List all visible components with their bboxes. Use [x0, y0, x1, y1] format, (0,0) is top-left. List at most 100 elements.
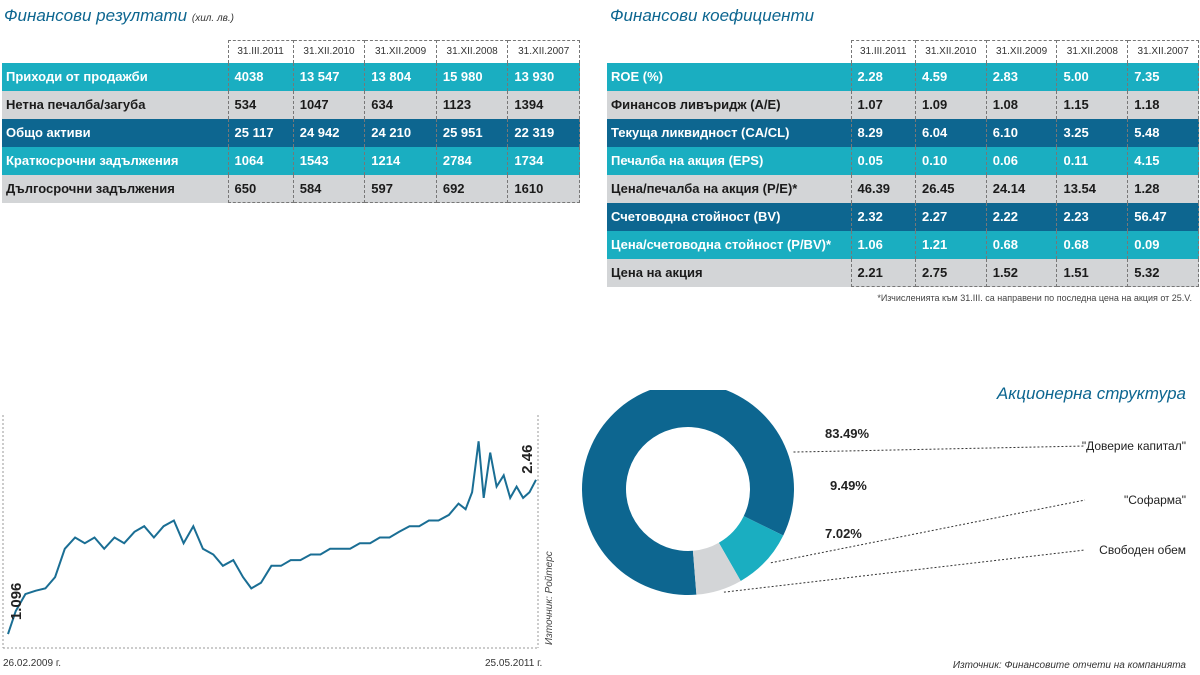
results-cell: 25 117 — [227, 118, 294, 147]
ratios-row: Цена/печалба на акция (P/E)* 46.39 26.45 24… — [607, 174, 1199, 203]
ratios-column-header: 31.XII.2007 — [1127, 40, 1199, 63]
ratios-cell: 1.09 — [914, 90, 987, 119]
ratios-row-label: Финансов ливъридж (A/E) — [607, 90, 851, 119]
ratios-cell: 46.39 — [850, 174, 916, 203]
results-cell: 1064 — [227, 146, 294, 175]
ratios-cell: 1.15 — [1056, 90, 1129, 119]
results-cell: 13 804 — [364, 62, 437, 91]
price-start-date: 26.02.2009 г. — [3, 658, 62, 669]
results-unit: (хил. лв.) — [191, 13, 234, 24]
price-end-date: 25.05.2011 г. — [485, 658, 543, 669]
price-start-value: 1.096 — [8, 583, 25, 621]
results-row-label: Краткосрочни задължения — [2, 146, 228, 175]
results-row: Нетна печалба/загуба 534 1047 634 1123 1394 — [2, 90, 580, 119]
donut-leader-line — [793, 445, 1086, 453]
ratios-footnote: *Изчисленията към 31.III. са направени п… — [877, 293, 1192, 303]
ratios-cell: 3.25 — [1056, 118, 1129, 147]
results-table: 31.III.2011 31.XII.2010 31.XII.2009 31.XII.… — [2, 40, 580, 203]
results-title: Финансови резултати (хил. лв.) — [4, 6, 234, 26]
ratios-cell: 1.18 — [1127, 90, 1199, 119]
results-cell: 597 — [364, 174, 437, 203]
ratios-cell: 1.21 — [914, 230, 987, 259]
ratios-cell: 5.00 — [1056, 62, 1129, 91]
results-cell: 2784 — [435, 146, 509, 175]
results-cell: 25 951 — [435, 118, 509, 147]
ratios-row-label: Цена/счетоводна стойност (P/BV)* — [607, 230, 851, 259]
ratios-cell: 2.23 — [1056, 202, 1129, 231]
ratios-cell: 0.68 — [1056, 230, 1129, 259]
results-cell: 22 319 — [507, 118, 580, 147]
price-line-chart: 1.096 2.46 Източник: Ройтерс — [2, 415, 555, 649]
ratios-row: Текуща ликвидност (CA/CL) 8.29 6.04 6.10 3.2… — [607, 118, 1199, 147]
ratios-column-header: 31.III.2011 — [850, 40, 916, 63]
ratios-row: Счетоводна стойност (BV) 2.32 2.27 2.22 2.23… — [607, 202, 1199, 231]
ratios-cell: 2.75 — [914, 258, 987, 287]
ratios-row-label: ROE (%) — [607, 62, 851, 91]
results-cell: 1394 — [507, 90, 580, 119]
ratios-row-label: Цена на акция — [607, 258, 851, 287]
results-cell: 1214 — [364, 146, 437, 175]
ratios-column-header: 31.XII.2010 — [914, 40, 987, 63]
ratios-cell: 2.27 — [914, 202, 987, 231]
results-cell: 13 930 — [507, 62, 580, 91]
ratios-row: ROE (%) 2.28 4.59 2.83 5.00 7.35 — [607, 62, 1199, 91]
ratios-cell: 0.09 — [1127, 230, 1199, 259]
ratios-cell: 1.28 — [1127, 174, 1199, 203]
ratios-cell: 26.45 — [914, 174, 987, 203]
ratios-cell: 56.47 — [1127, 202, 1199, 231]
ratios-cell: 1.06 — [850, 230, 916, 259]
ratios-cell: 6.04 — [914, 118, 987, 147]
ratios-cell: 6.10 — [985, 118, 1058, 147]
ratios-cell: 7.35 — [1127, 62, 1199, 91]
ratios-cell: 2.83 — [985, 62, 1058, 91]
results-cell: 1047 — [292, 90, 366, 119]
ratios-cell: 5.32 — [1127, 258, 1199, 287]
results-row-label: Приходи от продажби — [2, 62, 228, 91]
ratios-row: Цена на акция 2.21 2.75 1.52 1.51 5.32 — [607, 258, 1199, 287]
results-row: Приходи от продажби 4038 13 547 13 804 15 98… — [2, 62, 580, 91]
shareholders-title: Акционерна структура — [996, 384, 1186, 403]
ratios-cell: 13.54 — [1056, 174, 1129, 203]
results-cell: 1734 — [507, 146, 580, 175]
ratios-header-blank — [607, 40, 851, 63]
results-cell: 584 — [292, 174, 366, 203]
results-cell: 13 547 — [292, 62, 366, 91]
results-title-text: Финансови резултати — [4, 6, 188, 25]
results-cell: 1123 — [435, 90, 509, 119]
donut-slice — [692, 542, 741, 595]
donut-value-label: 7.02% — [825, 526, 862, 541]
donut-leader-line — [723, 549, 1086, 593]
donut-value-label: 9.49% — [830, 478, 867, 493]
results-cell: 534 — [227, 90, 294, 119]
results-cell: 692 — [435, 174, 509, 203]
results-cell: 634 — [364, 90, 437, 119]
ratios-cell: 2.22 — [985, 202, 1058, 231]
price-end-value: 2.46 — [519, 445, 536, 474]
results-row: Дългосрочни задължения 650 584 597 692 1610 — [2, 174, 580, 203]
results-cell: 1610 — [507, 174, 580, 203]
results-cell: 650 — [227, 174, 294, 203]
shareholders-source: Източник: Финансовите отчети на компания… — [952, 660, 1186, 671]
donut-category-label: Свободен обем — [1099, 543, 1186, 557]
shareholders-donut-chart: 83.49% "Доверие капитал" 9.49% "Софарма" 7.0… — [582, 390, 1186, 596]
results-cell: 24 210 — [364, 118, 437, 147]
results-column-header: 31.III.2011 — [227, 40, 294, 63]
ratios-title: Финансови коефициенти — [610, 6, 815, 25]
ratios-cell: 24.14 — [985, 174, 1058, 203]
ratios-cell: 0.10 — [914, 146, 987, 175]
ratios-cell: 1.08 — [985, 90, 1058, 119]
ratios-cell: 0.11 — [1056, 146, 1129, 175]
ratios-cell: 1.52 — [985, 258, 1058, 287]
ratios-cell: 5.48 — [1127, 118, 1199, 147]
ratios-cell: 0.05 — [850, 146, 916, 175]
results-cell: 1543 — [292, 146, 366, 175]
donut-leader-line — [770, 499, 1086, 564]
results-column-header: 31.XII.2008 — [435, 40, 509, 63]
ratios-row: Финансов ливъридж (A/E) 1.07 1.09 1.08 1.15 1… — [607, 90, 1199, 119]
results-header-blank — [2, 40, 228, 63]
ratios-column-header: 31.XII.2008 — [1056, 40, 1129, 63]
results-column-header: 31.XII.2009 — [364, 40, 437, 63]
ratios-column-header: 31.XII.2009 — [985, 40, 1058, 63]
ratios-cell: 1.51 — [1056, 258, 1129, 287]
results-row-label: Нетна печалба/загуба — [2, 90, 228, 119]
